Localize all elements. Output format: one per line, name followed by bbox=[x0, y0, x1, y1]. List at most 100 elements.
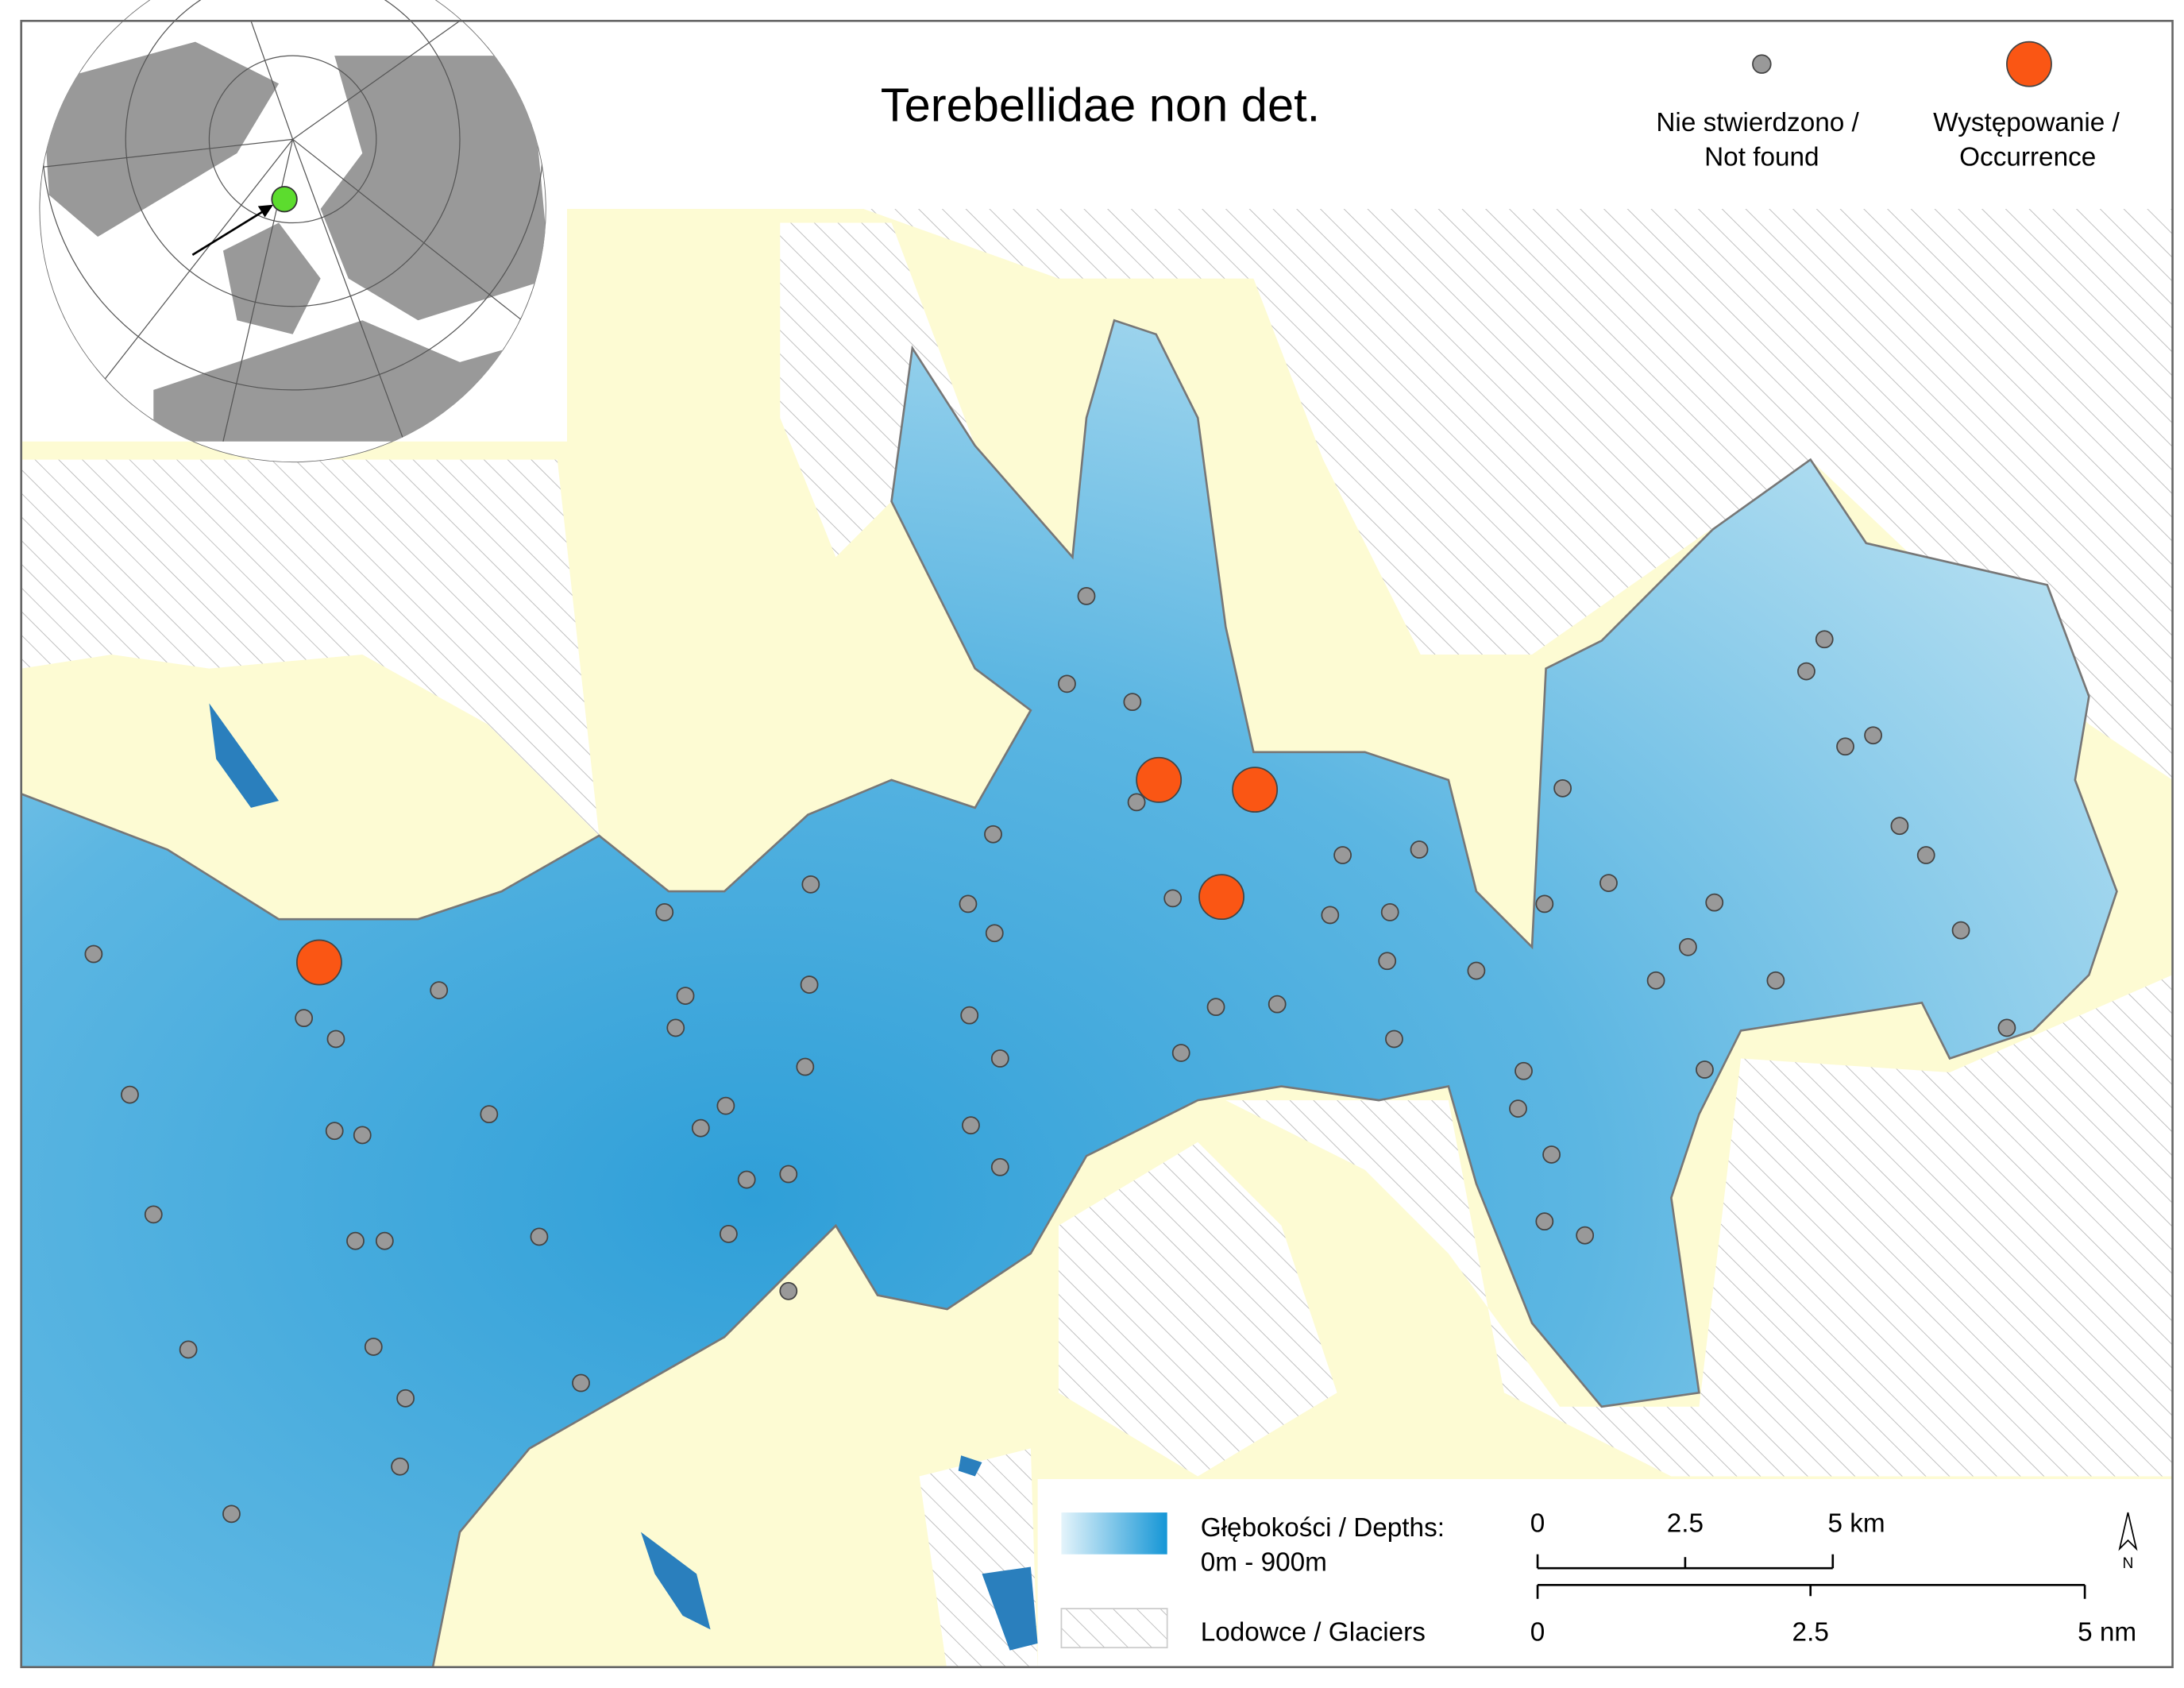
station-not-found bbox=[691, 1118, 710, 1138]
glaciers bbox=[21, 208, 2173, 1667]
station-not-found bbox=[676, 987, 695, 1006]
scale-bars bbox=[1536, 1554, 2086, 1599]
station-not-found bbox=[1766, 971, 1785, 990]
station-not-found bbox=[1890, 817, 1909, 836]
station-not-found bbox=[391, 1457, 410, 1476]
station-not-found bbox=[779, 1165, 798, 1184]
north-arrow bbox=[2118, 1512, 2138, 1551]
station-not-found bbox=[1916, 846, 1935, 864]
station-not-found bbox=[1123, 693, 1142, 712]
station-not-found bbox=[1515, 1061, 1533, 1080]
inset bbox=[21, 0, 568, 463]
station-not-found bbox=[962, 1116, 980, 1135]
station-not-found bbox=[990, 1049, 1009, 1068]
scale-label: 0 bbox=[1530, 1617, 1545, 1647]
station-not-found bbox=[1576, 1226, 1595, 1245]
station-not-found bbox=[1815, 630, 1834, 649]
sea bbox=[21, 319, 2118, 1667]
station-not-found bbox=[396, 1389, 415, 1408]
station-occurrence bbox=[1232, 767, 1279, 813]
station-not-found bbox=[1321, 906, 1340, 925]
station-not-found bbox=[1378, 952, 1397, 971]
station-not-found bbox=[959, 894, 978, 914]
inset-arrow bbox=[191, 209, 266, 256]
station-not-found bbox=[1268, 995, 1287, 1014]
station-not-found bbox=[1380, 903, 1399, 921]
station-not-found bbox=[1542, 1145, 1561, 1164]
station-not-found bbox=[353, 1126, 372, 1145]
station-not-found bbox=[1163, 889, 1183, 908]
station-not-found bbox=[430, 981, 449, 999]
station-not-found bbox=[1509, 1099, 1527, 1118]
station-not-found bbox=[1696, 1060, 1714, 1079]
map-title: Terebellidae non det. bbox=[881, 79, 1320, 132]
station-not-found bbox=[655, 903, 674, 921]
station-not-found bbox=[779, 1281, 798, 1300]
station-not-found bbox=[1333, 846, 1352, 864]
scale-label: 5 nm bbox=[2078, 1617, 2136, 1647]
station-not-found bbox=[84, 944, 103, 964]
north-label: N bbox=[2122, 1555, 2133, 1572]
station-not-found bbox=[716, 1096, 735, 1115]
station-not-found bbox=[1797, 662, 1815, 681]
station-not-found bbox=[960, 1006, 979, 1025]
station-not-found bbox=[990, 1157, 1009, 1176]
scale-label: 2.5 bbox=[1792, 1617, 1829, 1647]
station-not-found bbox=[1836, 737, 1854, 756]
station-not-found bbox=[222, 1505, 241, 1524]
station-not-found bbox=[1171, 1044, 1190, 1062]
station-not-found bbox=[572, 1373, 590, 1393]
station-not-found bbox=[1077, 587, 1096, 605]
station-not-found bbox=[1127, 793, 1146, 812]
station-not-found bbox=[666, 1018, 685, 1037]
station-not-found bbox=[984, 825, 1002, 844]
station-not-found bbox=[1864, 726, 1882, 745]
station-not-found bbox=[800, 975, 819, 994]
station-not-found bbox=[295, 1009, 314, 1028]
station-not-found bbox=[1535, 894, 1554, 914]
depth-label: 0m - 900m bbox=[1201, 1548, 1327, 1578]
map-border bbox=[20, 19, 2174, 1669]
station-not-found bbox=[1679, 937, 1697, 956]
station-not-found bbox=[326, 1029, 345, 1049]
globe-land bbox=[42, 41, 546, 442]
stations bbox=[84, 587, 2016, 1524]
scale-label: 2.5 bbox=[1667, 1509, 1704, 1539]
legend-not-found: Not found bbox=[1704, 143, 1819, 172]
bottom-legend: Głębokości / Depths: 0m - 900m Lodowce /… bbox=[1037, 1479, 2173, 1669]
legend-occurrence: Występowanie / bbox=[1933, 108, 2120, 137]
station-not-found bbox=[985, 924, 1004, 943]
station-not-found bbox=[480, 1105, 499, 1124]
station-not-found bbox=[1410, 840, 1429, 859]
station-not-found bbox=[737, 1170, 756, 1189]
station-not-found bbox=[1535, 1212, 1554, 1231]
station-occurrence bbox=[1136, 756, 1183, 803]
station-not-found bbox=[1553, 778, 1572, 798]
station-occurrence bbox=[1198, 874, 1244, 921]
station-not-found bbox=[1058, 674, 1076, 693]
station-occurrence bbox=[295, 939, 342, 986]
study-area-marker bbox=[271, 186, 298, 213]
station-not-found bbox=[1951, 921, 1970, 940]
glacier-swatch bbox=[1060, 1608, 1168, 1649]
station-not-found bbox=[346, 1231, 365, 1250]
scale-label: 0 bbox=[1530, 1509, 1545, 1539]
legend-occurrence: Occurrence bbox=[1959, 143, 2096, 172]
station-not-found bbox=[179, 1340, 198, 1359]
legend-not-found-symbol bbox=[1752, 54, 1772, 74]
legend-occurrence-symbol bbox=[2006, 41, 2052, 87]
station-not-found bbox=[1467, 961, 1486, 980]
scale-label: 5 km bbox=[1827, 1509, 1885, 1539]
station-not-found bbox=[1385, 1029, 1403, 1049]
station-not-found bbox=[144, 1205, 163, 1224]
station-not-found bbox=[1997, 1018, 2016, 1037]
station-not-found bbox=[719, 1225, 738, 1243]
station-not-found bbox=[1206, 998, 1225, 1017]
glacier-label: Lodowce / Glaciers bbox=[1201, 1617, 1426, 1647]
inset-arrowhead bbox=[257, 204, 274, 218]
legend-not-found: Nie stwierdzono / bbox=[1656, 108, 1859, 137]
depth-swatch bbox=[1061, 1512, 1167, 1555]
legend-box bbox=[1037, 1479, 2173, 1669]
station-not-found bbox=[796, 1057, 815, 1076]
